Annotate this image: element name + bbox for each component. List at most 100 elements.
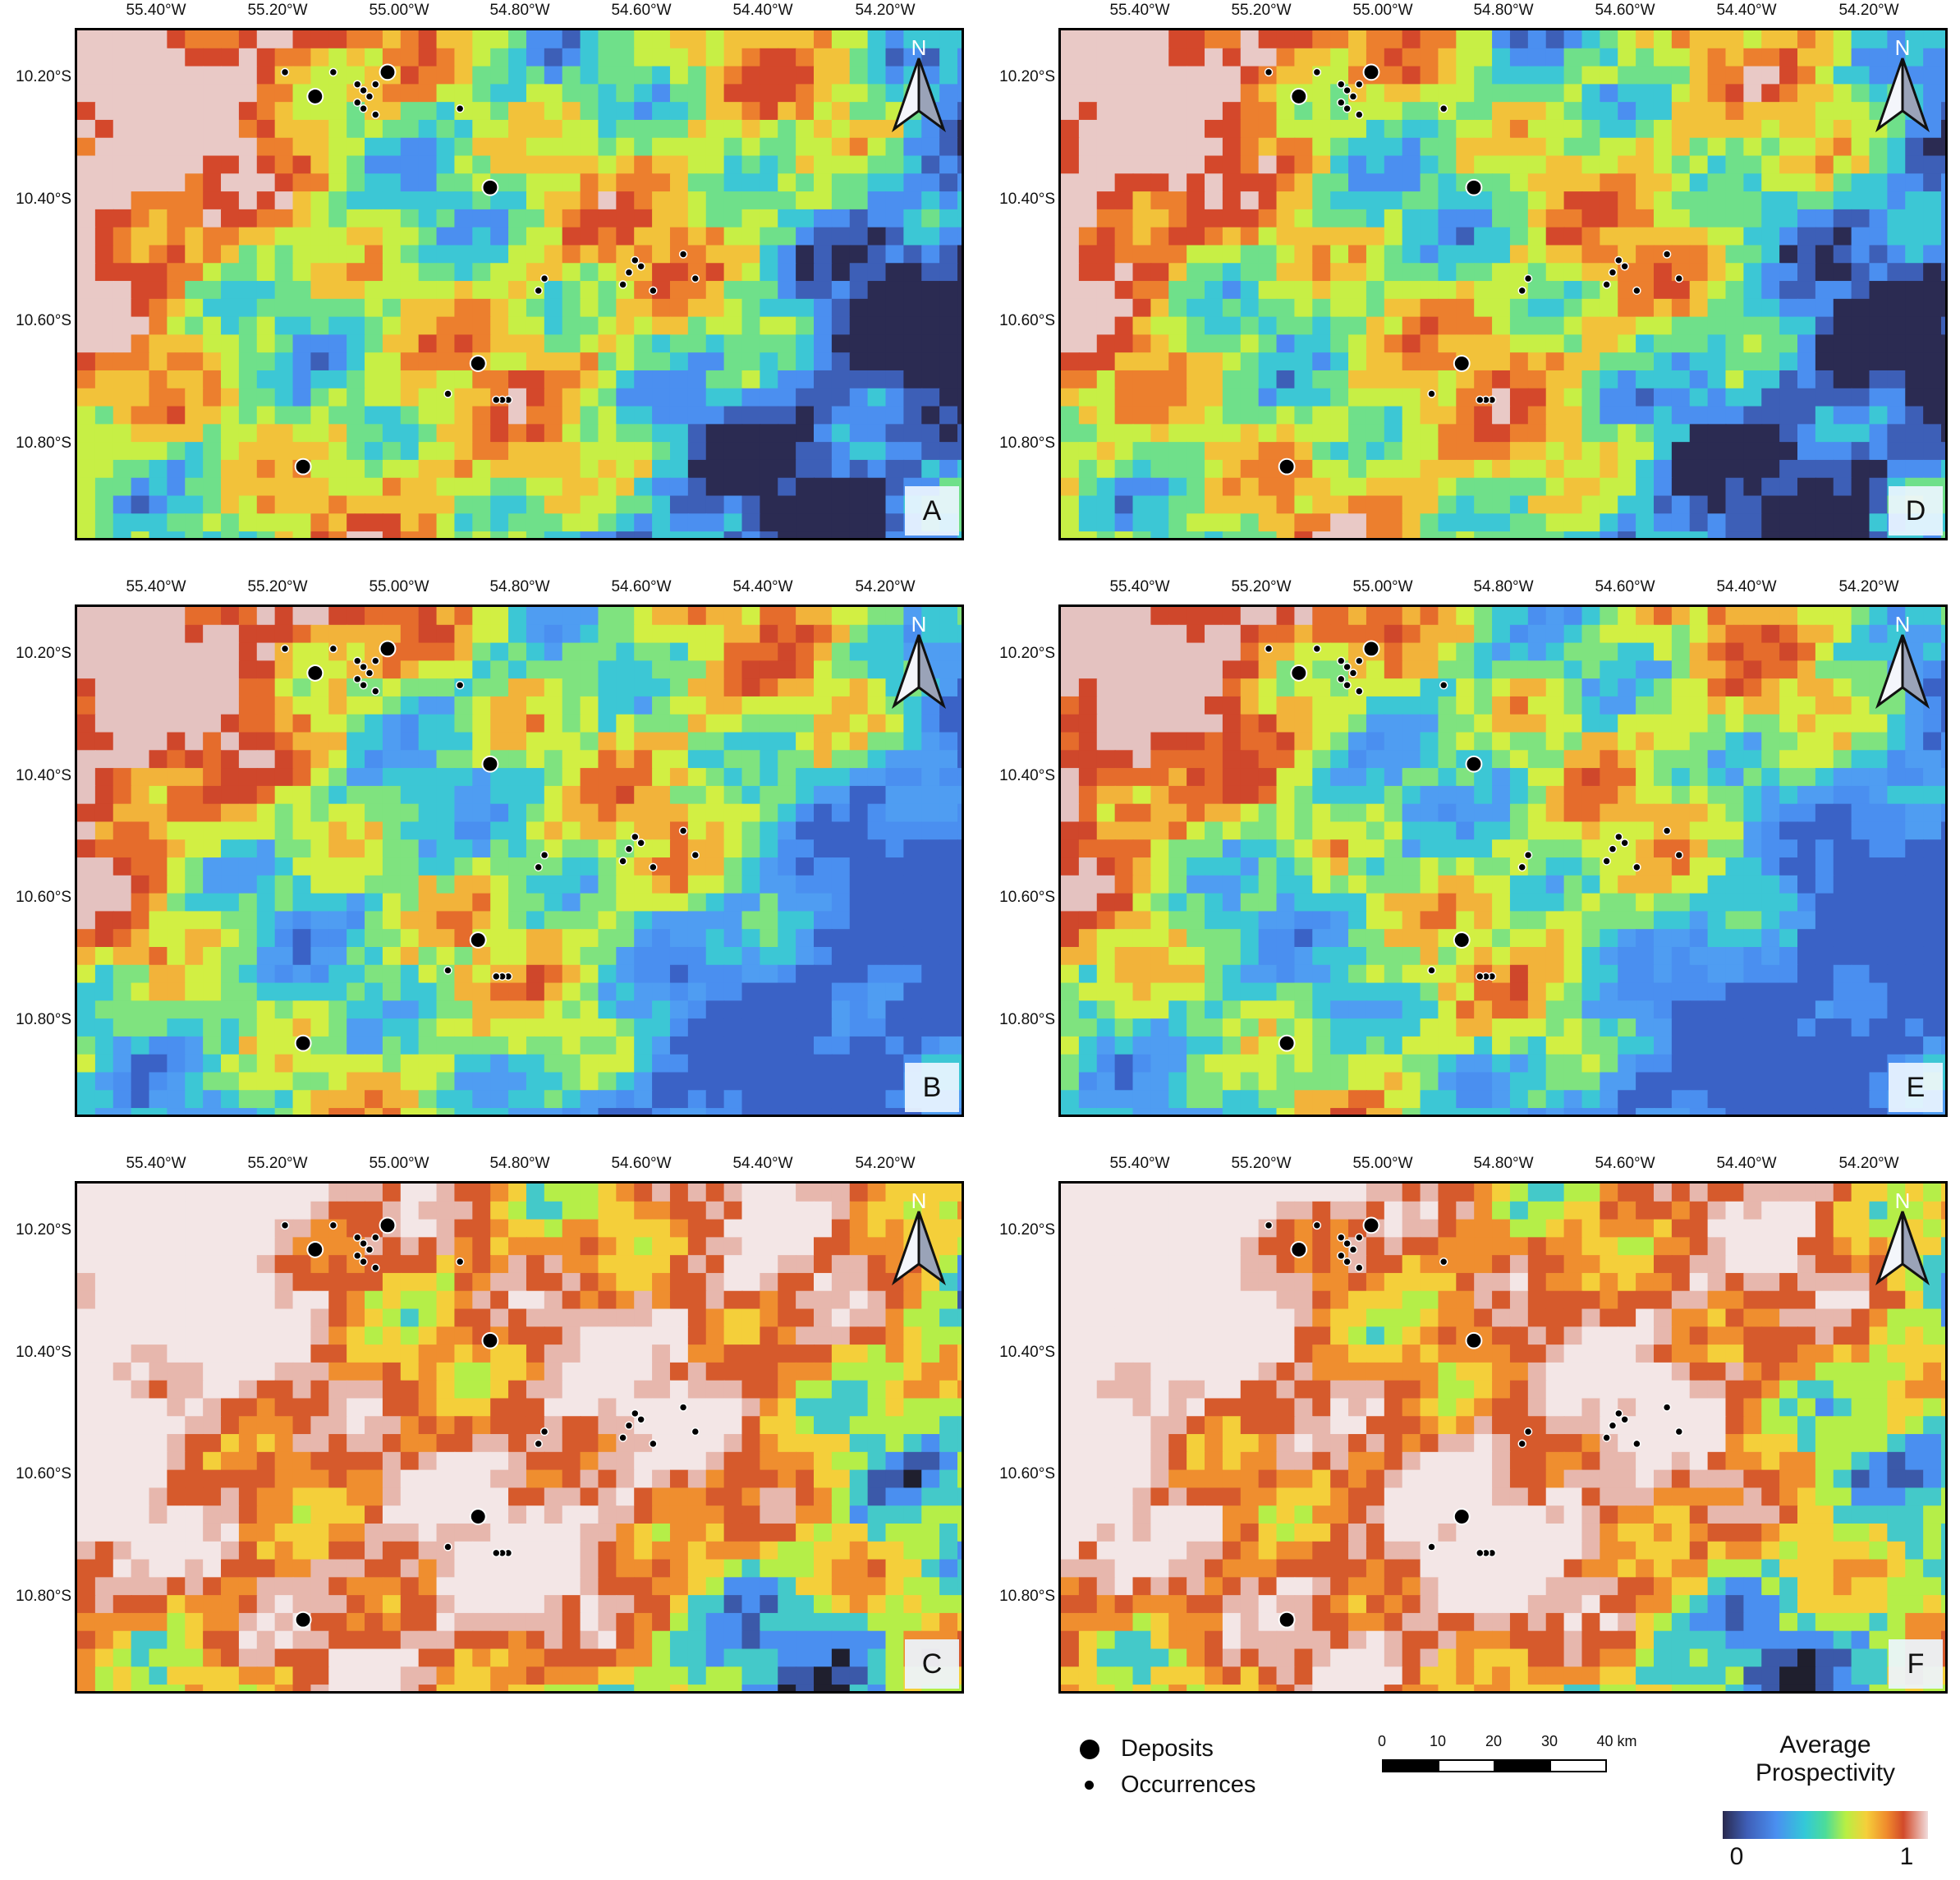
occurrence-marker [539,850,549,860]
occurrence-marker [371,656,380,665]
scale-bar: 0 10 20 30 40 km [1378,1733,1637,1782]
occurrence-marker [1312,67,1322,77]
deposit-marker [1453,355,1471,372]
occurrence-marker [443,1542,452,1551]
occurrence-marker [328,67,338,77]
longitude-label: 55.40°W [1109,2,1170,19]
latitude-label: 10.20°S [999,1221,1055,1239]
occurrence-marker [1674,850,1684,860]
north-arrow-icon: N [889,35,948,132]
occurrence-marker [1427,966,1436,975]
colorbar-max-label: 1 [1899,1843,1914,1870]
longitude-label: 55.40°W [1109,578,1170,595]
scale-bar-graphic [1382,1759,1607,1772]
longitude-label: 55.20°W [1231,1155,1292,1172]
occurrence-marker [353,98,362,108]
occurrence-marker [1602,857,1611,866]
panel-label: A [905,486,959,536]
longitude-labels: 55.40°W 55.20°W 55.00°W 54.80°W 54.60°W 54.40… [1058,2,1948,21]
occurrence-marker [328,1220,338,1230]
occurrence-marker [353,1251,362,1261]
occurrence-marker [365,669,374,678]
deposit-marker [1290,88,1308,105]
latitude-label: 10.80°S [999,434,1055,452]
occurrence-marker [371,1233,380,1242]
deposit-marker [1453,931,1471,949]
longitude-label: 55.00°W [369,2,429,19]
occurrence-marker [1343,1239,1352,1248]
longitude-label: 55.20°W [1231,2,1292,19]
latitude-labels: 10.20°S 10.40°S 10.60°S 10.80°S [6,28,71,540]
longitude-labels: 55.40°W 55.20°W 55.00°W 54.80°W 54.60°W 54.40… [75,578,964,598]
occurrence-marker [353,656,362,665]
map-panel-f: 55.40°W 55.20°W 55.00°W 54.80°W 54.60°W 54.40… [999,1155,1948,1694]
occurrence-marker [691,273,700,283]
latitude-label: 10.40°S [999,191,1055,208]
occurrence-marker [1614,832,1623,842]
occurrence-marker [359,681,368,690]
latitude-label: 10.60°S [999,1465,1055,1482]
north-label: N [1894,35,1911,60]
prospectivity-colorbar [1723,1811,1928,1839]
occurrence-marker [371,80,380,89]
scale-tick-30: 30 [1540,1733,1558,1749]
occurrence-marker [1427,389,1436,398]
deposit-marker [469,1508,487,1525]
longitude-label: 55.20°W [1231,578,1292,595]
panel-label: C [905,1639,959,1689]
occurrence-marker [649,1439,658,1449]
occurrence-marker [1337,1251,1346,1261]
occurrence-marker [455,1257,465,1266]
occurrence-marker [1337,674,1346,684]
occurrence-marker [353,80,362,89]
north-arrow-icon: N [1873,1188,1932,1285]
occurrence-marker [359,662,368,672]
occurrence-marker [1523,850,1533,860]
map-panel-d: 55.40°W 55.20°W 55.00°W 54.80°W 54.60°W 54.40… [999,2,1948,540]
deposit-marker [469,355,487,372]
latitude-label: 10.20°S [999,645,1055,662]
occurrence-marker [1674,273,1684,283]
north-arrow-icon: N [1873,612,1932,709]
longitude-label: 55.20°W [247,578,308,595]
occurrence-marker [1264,67,1274,77]
occurrence-marker [1620,839,1629,848]
occurrence-marker [534,1439,543,1449]
occurrence-marker [1476,972,1485,981]
occurrence-marker [365,1245,374,1254]
longitude-label: 55.40°W [126,1155,186,1172]
prospectivity-raster [1061,607,1945,1115]
occurrence-marker [539,273,549,283]
deposit-marker [481,178,499,196]
occurrence-marker [1343,104,1352,113]
latitude-label: 10.40°S [999,767,1055,784]
occurrence-marker [1608,1421,1618,1430]
latitude-label: 10.40°S [16,191,71,208]
longitude-labels: 55.40°W 55.20°W 55.00°W 54.80°W 54.60°W 54.40… [1058,1155,1948,1174]
longitude-label: 54.20°W [855,2,916,19]
longitude-label: 55.00°W [1352,2,1413,19]
longitude-label: 54.20°W [1838,1155,1899,1172]
occurrence-marker [1517,1439,1526,1449]
occurrence-marker [353,674,362,684]
north-label: N [911,1188,927,1213]
longitude-label: 55.40°W [1109,1155,1170,1172]
deposit-symbol-icon [1080,1739,1099,1759]
occurrence-marker [1312,1220,1322,1230]
occurrence-marker [649,862,658,872]
longitude-label: 54.80°W [489,1155,550,1172]
colorbar-title-line2: Prospectivity [1755,1759,1896,1786]
occurrence-marker [1337,1233,1346,1242]
occurrence-marker [1632,862,1641,872]
latitude-label: 10.60°S [999,889,1055,906]
latitude-label: 10.40°S [16,767,71,784]
deposit-marker [1278,1034,1296,1052]
longitude-labels: 55.40°W 55.20°W 55.00°W 54.80°W 54.60°W 54.40… [75,2,964,21]
occurrence-marker [618,280,627,289]
longitude-label: 54.40°W [732,578,793,595]
longitude-label: 54.40°W [732,1155,793,1172]
colorbar-title-line1: Average [1779,1731,1871,1758]
occurrence-marker [443,389,452,398]
